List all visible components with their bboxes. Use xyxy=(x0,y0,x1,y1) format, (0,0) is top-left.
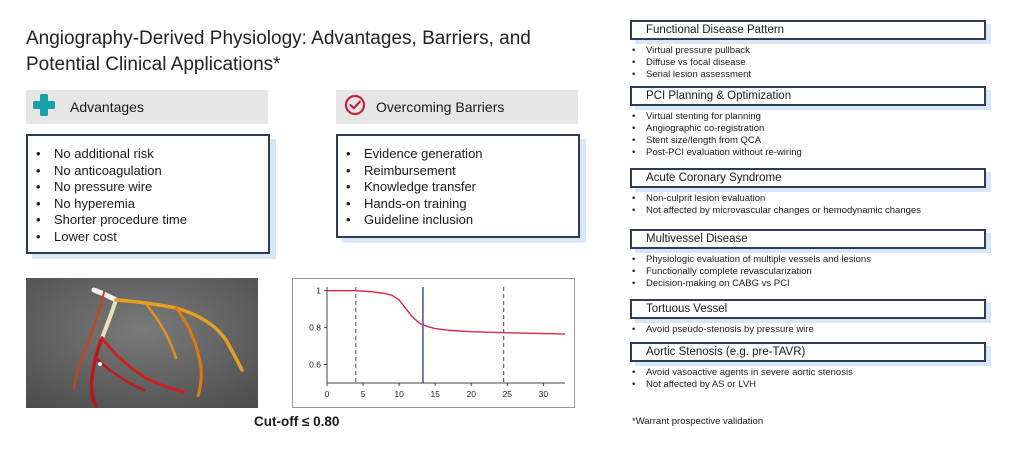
advantages-list: No additional riskNo anticoagulationNo p… xyxy=(36,146,268,245)
application-item: Virtual stenting for planning xyxy=(632,111,802,123)
advantages-header: Advantages xyxy=(26,90,268,124)
application-list: Virtual stenting for planningAngiographi… xyxy=(632,111,802,159)
advantages-item: Lower cost xyxy=(36,229,268,246)
barriers-item: Hands-on training xyxy=(346,196,578,213)
application-item: Physiologic evaluation of multiple vesse… xyxy=(632,254,871,266)
application-item: Not affected by AS or LVH xyxy=(632,379,853,391)
y-tick-label: 1 xyxy=(316,286,321,296)
footnote: *Warrant prospective validation xyxy=(632,416,764,427)
barriers-item: Knowledge transfer xyxy=(346,179,578,196)
application-list: Physiologic evaluation of multiple vesse… xyxy=(632,254,871,290)
application-item: Virtual pressure pullback xyxy=(632,45,751,57)
x-tick-label: 20 xyxy=(467,389,477,399)
x-tick-label: 25 xyxy=(503,389,513,399)
application-item: Avoid pseudo-stenosis by pressure wire xyxy=(632,324,814,336)
application-item: Avoid vasoactive agents in severe aortic… xyxy=(632,367,853,379)
pullback-chart: 0 5 10 15 20 25 30 0.6 0.8 1 xyxy=(292,278,575,408)
barriers-title: Overcoming Barriers xyxy=(376,99,505,115)
advantages-item: No anticoagulation xyxy=(36,163,268,180)
application-item: Post-PCI evaluation without re-wiring xyxy=(632,147,802,159)
application-item: Stent size/length from QCA xyxy=(632,135,802,147)
page-title: Angiography-Derived Physiology: Advantag… xyxy=(26,28,531,75)
advantages-item: Shorter procedure time xyxy=(36,212,268,229)
x-tick-label: 30 xyxy=(539,389,549,399)
application-header: Aortic Stenosis (e.g. pre-TAVR) xyxy=(630,342,986,362)
plus-cross-icon xyxy=(32,93,56,122)
barriers-item: Reimbursement xyxy=(346,163,578,180)
y-tick-label: 0.8 xyxy=(309,323,321,333)
pullback-chart-svg: 0 5 10 15 20 25 30 0.6 0.8 1 xyxy=(309,286,566,399)
series-line xyxy=(327,289,566,335)
advantages-item: No hyperemia xyxy=(36,196,268,213)
application-header: Tortuous Vessel xyxy=(630,299,986,319)
application-item: Functionally complete revascularization xyxy=(632,266,871,278)
application-item: Diffuse vs focal disease xyxy=(632,57,751,69)
application-header: PCI Planning & Optimization xyxy=(630,86,986,106)
application-item: Non-culprit lesion evaluation xyxy=(632,193,921,205)
advantages-item: No additional risk xyxy=(36,146,268,163)
application-header: Acute Coronary Syndrome xyxy=(630,168,986,188)
barriers-header: Overcoming Barriers xyxy=(336,90,578,124)
barriers-box: Evidence generationReimbursementKnowledg… xyxy=(336,134,580,238)
x-tick-label: 10 xyxy=(394,389,404,399)
application-item: Angiographic co-registration xyxy=(632,123,802,135)
application-list: Avoid pseudo-stenosis by pressure wire xyxy=(632,324,814,336)
cutoff-label: Cut-off ≤ 0.80 xyxy=(254,414,340,429)
barriers-list: Evidence generationReimbursementKnowledg… xyxy=(346,146,578,229)
y-tick-label: 0.6 xyxy=(309,360,321,370)
application-item: Decision-making on CABG vs PCI xyxy=(632,278,871,290)
advantages-box: No additional riskNo anticoagulationNo p… xyxy=(26,134,270,254)
x-tick-label: 0 xyxy=(325,389,330,399)
application-item: Serial lesion assessment xyxy=(632,69,751,81)
x-tick-label: 5 xyxy=(361,389,366,399)
application-list: Avoid vasoactive agents in severe aortic… xyxy=(632,367,853,391)
application-list: Virtual pressure pullbackDiffuse vs foca… xyxy=(632,45,751,81)
angiogram-image xyxy=(26,278,258,408)
barriers-item: Guideline inclusion xyxy=(346,212,578,229)
advantages-title: Advantages xyxy=(70,99,144,115)
barriers-item: Evidence generation xyxy=(346,146,578,163)
application-item: Not affected by microvascular changes or… xyxy=(632,205,921,217)
advantages-item: No pressure wire xyxy=(36,179,268,196)
check-circle-icon xyxy=(344,94,366,121)
application-list: Non-culprit lesion evaluationNot affecte… xyxy=(632,193,921,217)
application-header: Multivessel Disease xyxy=(630,229,986,249)
x-tick-label: 15 xyxy=(430,389,440,399)
application-header: Functional Disease Pattern xyxy=(630,20,986,40)
